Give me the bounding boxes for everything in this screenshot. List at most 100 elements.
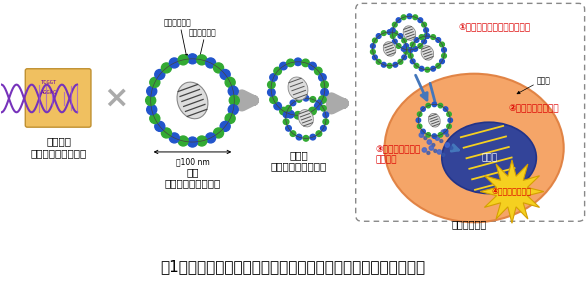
- Circle shape: [376, 59, 381, 64]
- Circle shape: [286, 125, 291, 131]
- Circle shape: [404, 44, 409, 48]
- Ellipse shape: [429, 113, 440, 127]
- Circle shape: [447, 112, 451, 116]
- Circle shape: [393, 39, 397, 44]
- Circle shape: [432, 143, 435, 146]
- Circle shape: [220, 121, 230, 131]
- Circle shape: [398, 59, 403, 64]
- Circle shape: [431, 66, 436, 71]
- Circle shape: [323, 119, 329, 125]
- Circle shape: [424, 136, 427, 140]
- Circle shape: [302, 59, 309, 67]
- Circle shape: [422, 148, 427, 152]
- Circle shape: [323, 112, 329, 118]
- Circle shape: [432, 134, 437, 138]
- Circle shape: [286, 98, 326, 138]
- Circle shape: [146, 95, 156, 105]
- Circle shape: [321, 81, 328, 88]
- Circle shape: [414, 63, 419, 68]
- Circle shape: [284, 112, 289, 118]
- Circle shape: [271, 62, 325, 115]
- Circle shape: [169, 58, 180, 68]
- Circle shape: [373, 38, 377, 43]
- Circle shape: [409, 54, 413, 58]
- Circle shape: [425, 34, 430, 38]
- Circle shape: [396, 18, 401, 22]
- Circle shape: [279, 107, 287, 115]
- Circle shape: [393, 16, 426, 50]
- Circle shape: [373, 55, 377, 60]
- Text: ①標的細胞への選択的取込み: ①標的細胞への選択的取込み: [459, 23, 531, 32]
- Circle shape: [150, 77, 160, 87]
- Circle shape: [387, 30, 392, 34]
- Circle shape: [382, 62, 386, 67]
- Circle shape: [279, 62, 287, 70]
- Circle shape: [319, 74, 326, 81]
- Circle shape: [424, 34, 429, 38]
- Circle shape: [443, 129, 448, 134]
- Circle shape: [294, 58, 302, 65]
- Text: ④治療効果の出現: ④治療効果の出現: [492, 187, 532, 196]
- Circle shape: [445, 143, 450, 147]
- Circle shape: [402, 47, 406, 51]
- Circle shape: [441, 48, 446, 52]
- Circle shape: [296, 134, 302, 140]
- Circle shape: [294, 111, 302, 119]
- Circle shape: [418, 18, 423, 22]
- Circle shape: [393, 22, 397, 27]
- Circle shape: [390, 28, 395, 33]
- Circle shape: [421, 22, 427, 27]
- Text: 生分解性脂質: 生分解性脂質: [164, 19, 191, 28]
- Circle shape: [404, 49, 409, 54]
- Circle shape: [436, 38, 441, 42]
- Circle shape: [310, 134, 316, 140]
- Circle shape: [436, 63, 441, 68]
- Text: 図1：本共同研究で目指す遺伝子治療用生分解性リポソーム技術: 図1：本共同研究で目指す遺伝子治療用生分解性リポソーム技術: [160, 259, 426, 274]
- Circle shape: [270, 74, 277, 81]
- Circle shape: [316, 100, 322, 106]
- Circle shape: [440, 140, 443, 143]
- Circle shape: [421, 107, 426, 111]
- Circle shape: [220, 70, 230, 79]
- Circle shape: [443, 107, 448, 111]
- Circle shape: [147, 105, 157, 115]
- Circle shape: [286, 105, 291, 111]
- Circle shape: [413, 47, 417, 51]
- Circle shape: [417, 112, 422, 116]
- Text: 細胞核: 細胞核: [481, 153, 497, 162]
- Circle shape: [228, 86, 238, 96]
- Circle shape: [434, 150, 437, 152]
- Circle shape: [393, 62, 398, 67]
- Circle shape: [228, 105, 238, 115]
- Circle shape: [286, 111, 294, 118]
- Circle shape: [440, 59, 444, 64]
- Circle shape: [438, 103, 443, 108]
- Circle shape: [418, 44, 423, 48]
- Ellipse shape: [298, 110, 313, 127]
- Text: 治療用遺伝子: 治療用遺伝子: [188, 29, 216, 38]
- Circle shape: [373, 32, 406, 66]
- Circle shape: [274, 67, 281, 75]
- Ellipse shape: [177, 82, 208, 119]
- Circle shape: [426, 133, 430, 137]
- Circle shape: [413, 15, 417, 19]
- Circle shape: [290, 131, 296, 136]
- Circle shape: [414, 38, 419, 42]
- Circle shape: [161, 63, 171, 73]
- Circle shape: [147, 86, 157, 96]
- Text: TCGGT: TCGGT: [41, 80, 58, 85]
- Circle shape: [421, 129, 426, 134]
- Text: 治療標的細胞: 治療標的細胞: [451, 219, 487, 229]
- Circle shape: [432, 102, 437, 107]
- Circle shape: [178, 136, 188, 146]
- Circle shape: [421, 39, 427, 44]
- Circle shape: [303, 136, 309, 141]
- Circle shape: [286, 59, 294, 67]
- Circle shape: [407, 47, 412, 52]
- Circle shape: [321, 105, 326, 111]
- Ellipse shape: [442, 122, 537, 194]
- Circle shape: [187, 137, 197, 147]
- Circle shape: [303, 95, 309, 101]
- Circle shape: [382, 31, 386, 36]
- Circle shape: [417, 124, 422, 129]
